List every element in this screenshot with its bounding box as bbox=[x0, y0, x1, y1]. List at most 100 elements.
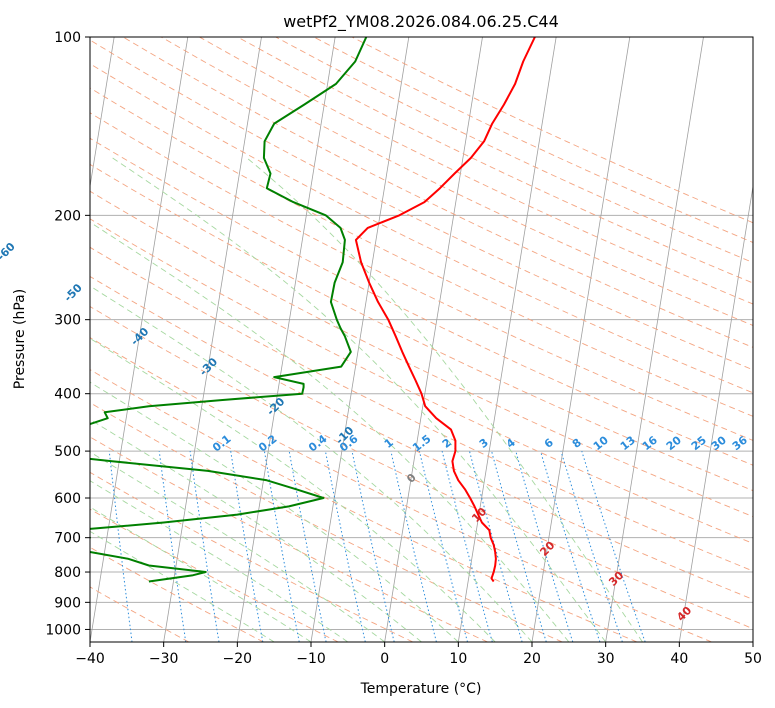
mixing-ratio-line bbox=[540, 450, 601, 642]
dry-adiabat-line bbox=[90, 87, 753, 417]
moist-adiabat-line bbox=[90, 506, 312, 642]
mixing-ratio-line bbox=[515, 450, 574, 642]
chart-title: wetPf2_YM08.2026.084.06.25.C44 bbox=[283, 12, 559, 32]
temperature-profile-line bbox=[354, 37, 536, 583]
dry-adiabat-line bbox=[90, 586, 190, 642]
mixing-ratio-line bbox=[108, 451, 133, 642]
x-tick-label: 20 bbox=[523, 651, 541, 667]
isotherm-line bbox=[531, 37, 631, 642]
dry-adiabat-line bbox=[237, 37, 753, 284]
isotherm-line bbox=[457, 37, 557, 642]
isotherm-line bbox=[678, 183, 753, 642]
mixing-ratio-label: 25 bbox=[689, 434, 709, 454]
plot-frame bbox=[89, 36, 754, 643]
mixing-ratio-line bbox=[288, 451, 327, 642]
mixing-ratio-line bbox=[351, 450, 395, 642]
x-axis-label: Temperature (°C) bbox=[360, 681, 482, 697]
moist-adiabat-line bbox=[90, 221, 570, 642]
y-tick-label: 700 bbox=[54, 531, 81, 547]
mixing-ratio-line bbox=[158, 451, 187, 642]
mixing-ratio-line bbox=[324, 451, 366, 642]
isotherm-label: 40 bbox=[674, 604, 694, 624]
dry-adiabat-line bbox=[90, 39, 753, 371]
background-lines bbox=[90, 37, 753, 642]
x-tick-label: 10 bbox=[449, 651, 467, 667]
isopleth-labels: 0.10.20.40.611.52346810131620253036-100-… bbox=[0, 240, 750, 624]
dry-adiabat-line bbox=[90, 190, 753, 518]
isotherm-label: -60 bbox=[0, 240, 18, 263]
y-tick-label: 200 bbox=[54, 208, 81, 224]
x-tick-label: −40 bbox=[75, 651, 105, 667]
moist-adiabat-line bbox=[90, 337, 496, 642]
moist-adiabat-line bbox=[90, 451, 385, 642]
dry-adiabat-line bbox=[90, 112, 753, 441]
mixing-ratio-label: 4 bbox=[504, 436, 518, 451]
y-tick-label: 500 bbox=[54, 444, 81, 460]
mixing-ratio-label: 2 bbox=[440, 436, 454, 451]
moist-adiabat-line bbox=[90, 381, 459, 642]
dry-adiabat-line bbox=[90, 137, 753, 466]
y-tick-label: 100 bbox=[54, 30, 81, 46]
isotherm-label: -50 bbox=[62, 281, 85, 304]
isotherm-line bbox=[605, 37, 704, 642]
isotherm-line bbox=[384, 37, 483, 642]
series-layer bbox=[90, 37, 536, 583]
dry-adiabat-line bbox=[90, 369, 638, 642]
mixing-ratio-label: 1 bbox=[382, 436, 396, 451]
y-tick-label: 900 bbox=[54, 595, 81, 611]
axis-ticks: −40 −30 −20 −10 0 10 20 30 40 50 100 200 300 400 500 60… bbox=[45, 30, 762, 667]
x-tick-label: −20 bbox=[223, 651, 253, 667]
dewpoint-profile-line bbox=[90, 37, 368, 583]
x-tick-label: 30 bbox=[597, 651, 615, 667]
y-tick-label: 600 bbox=[54, 491, 81, 507]
dry-adiabat-line bbox=[90, 275, 753, 600]
y-tick-label: 1000 bbox=[45, 622, 81, 638]
mixing-ratio-line bbox=[560, 450, 623, 642]
mixing-ratio-label: 3 bbox=[477, 436, 491, 451]
mixing-ratio-label: 13 bbox=[618, 434, 638, 454]
mixing-ratio-line bbox=[469, 450, 523, 642]
isotherm-label: 20 bbox=[537, 539, 557, 559]
mixing-ratio-line bbox=[491, 450, 547, 642]
x-tick-label: 0 bbox=[380, 651, 389, 667]
mixing-ratio-label: 30 bbox=[709, 433, 729, 453]
dry-adiabat-line bbox=[90, 246, 753, 572]
mixing-ratio-line bbox=[441, 450, 493, 642]
isotherm-line bbox=[310, 37, 410, 642]
isotherm-label: -40 bbox=[128, 325, 151, 348]
mixing-ratio-line bbox=[390, 450, 437, 642]
isotherm-label: 10 bbox=[469, 505, 489, 525]
mixing-ratio-line bbox=[581, 450, 646, 642]
y-tick-label: 300 bbox=[54, 313, 81, 329]
dry-adiabat-line bbox=[90, 337, 712, 642]
mixing-ratio-line bbox=[418, 450, 468, 642]
mixing-ratio-line bbox=[189, 451, 220, 642]
isotherm-label: -30 bbox=[197, 355, 220, 378]
x-tick-label: 50 bbox=[744, 651, 762, 667]
dry-adiabat-line bbox=[351, 37, 753, 224]
dry-adiabat-line bbox=[90, 305, 753, 630]
y-tick-label: 800 bbox=[54, 565, 81, 581]
mixing-ratio-label: 6 bbox=[542, 436, 556, 451]
isotherm-line bbox=[236, 37, 336, 642]
dry-adiabat-line bbox=[90, 163, 753, 492]
dry-adiabat-line bbox=[90, 218, 753, 544]
mixing-ratio-label: 36 bbox=[730, 433, 750, 453]
dry-adiabat-line bbox=[90, 508, 339, 642]
x-tick-label: −30 bbox=[149, 651, 179, 667]
moist-adiabat-line bbox=[90, 418, 422, 642]
isotherm-line bbox=[90, 37, 115, 189]
x-tick-label: −10 bbox=[296, 651, 326, 667]
dry-adiabat-line bbox=[90, 436, 488, 642]
dry-adiabat-line bbox=[90, 402, 563, 642]
mixing-ratio-label: 20 bbox=[664, 433, 684, 453]
dry-adiabat-line bbox=[90, 471, 414, 642]
y-axis-label: Pressure (hPa) bbox=[12, 289, 28, 389]
mixing-ratio-label: 10 bbox=[591, 433, 611, 453]
mixing-ratio-label: 16 bbox=[640, 433, 660, 453]
y-tick-label: 400 bbox=[54, 387, 81, 403]
moist-adiabat-line bbox=[112, 157, 607, 642]
dry-adiabat-line bbox=[275, 37, 753, 264]
mixing-ratio-label: 8 bbox=[570, 436, 584, 451]
